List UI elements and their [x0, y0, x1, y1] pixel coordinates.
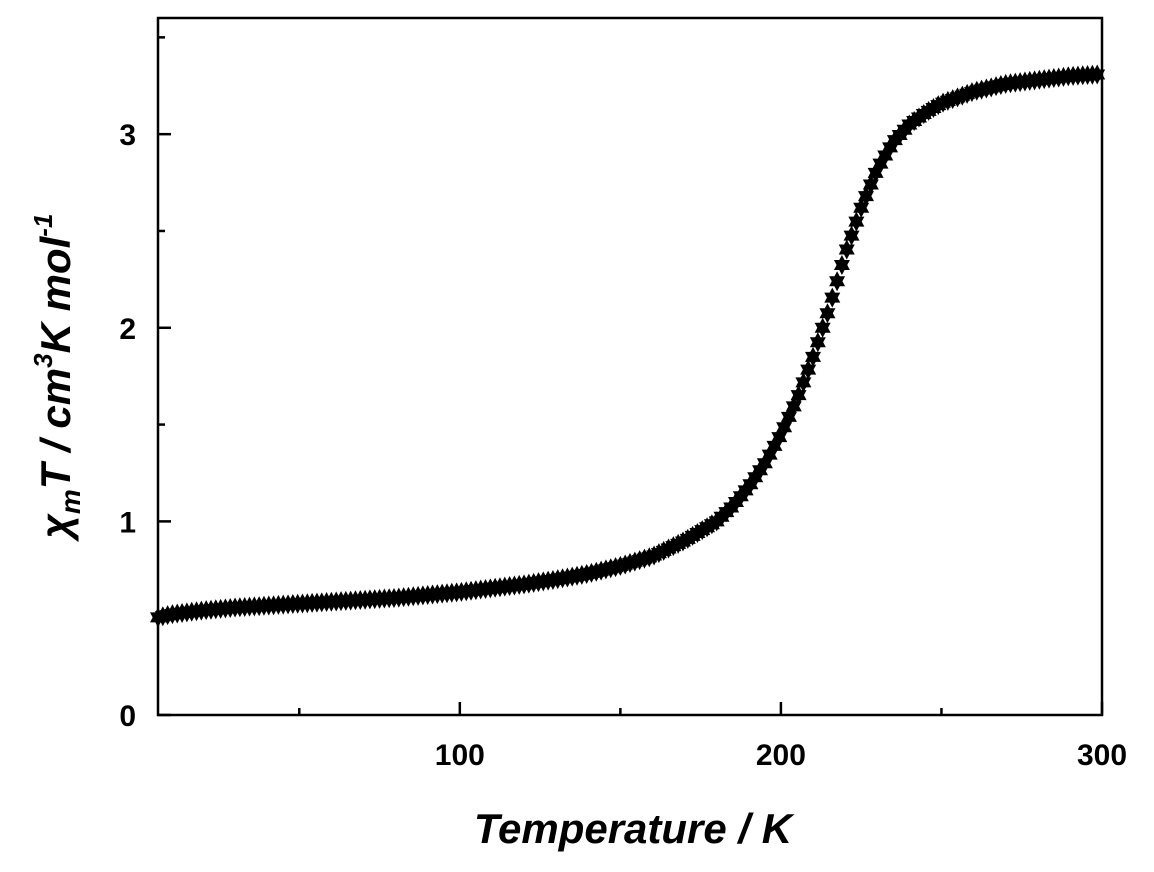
- data-point: [824, 292, 841, 308]
- axis-ticks: [158, 36, 1104, 717]
- y-axis-subscript: m: [55, 489, 86, 514]
- data-point: [771, 432, 788, 448]
- x-tick-label: 300: [1077, 739, 1127, 772]
- y-axis-unit: K mol: [32, 235, 79, 353]
- y-axis-chi: χ: [32, 512, 79, 542]
- y-axis-exp-neg1: -1: [28, 214, 58, 237]
- y-tick-label: 2: [119, 313, 136, 346]
- data-point: [833, 260, 850, 276]
- data-point: [862, 179, 879, 195]
- data-points: [150, 64, 1106, 628]
- x-tick-label: 200: [756, 739, 806, 772]
- data-point: [809, 337, 826, 353]
- data-point: [843, 230, 860, 246]
- tick-labels: 100 200 300 0 1 2 3: [119, 119, 1127, 772]
- data-point: [858, 191, 874, 207]
- plot-frame: [156, 16, 1104, 717]
- y-tick-label: 1: [119, 506, 136, 539]
- y-tick-label: 3: [119, 119, 136, 152]
- data-point: [776, 422, 793, 438]
- data-point: [853, 202, 870, 218]
- x-axis-title: Temperature / K: [474, 805, 795, 852]
- data-point: [780, 411, 797, 427]
- y-axis-title: χmT / cm3K mol-1: [28, 214, 86, 543]
- x-tick-label: 100: [435, 739, 485, 772]
- y-axis-exp3: 3: [28, 353, 58, 368]
- data-point: [805, 351, 822, 367]
- data-point: [848, 216, 865, 232]
- data-point: [814, 322, 831, 338]
- data-point: [838, 244, 855, 260]
- y-axis-T-cm: T / cm: [32, 368, 79, 489]
- data-point: [829, 276, 846, 292]
- data-point: [819, 308, 836, 324]
- y-tick-label: 0: [119, 700, 136, 733]
- data-point: [800, 364, 817, 380]
- data-point: [785, 401, 802, 417]
- data-point: [790, 390, 807, 406]
- data-point: [795, 377, 812, 393]
